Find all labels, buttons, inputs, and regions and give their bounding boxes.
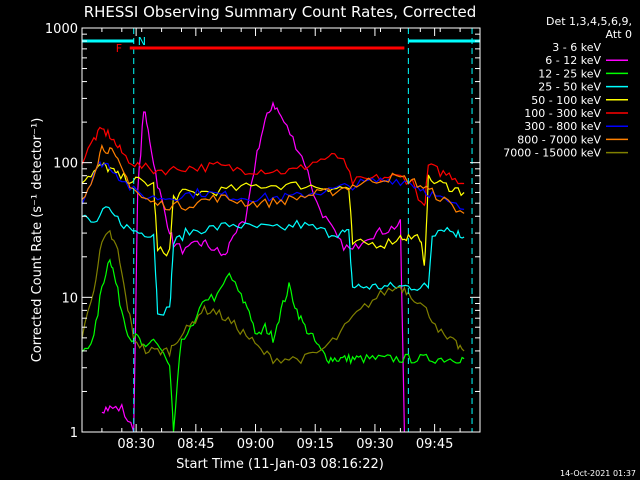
legend-header-line-1: Det 1,3,4,5,6,9,: [546, 15, 632, 28]
legend-header-line-2: Att 0: [606, 28, 632, 41]
y-tick-label: 1: [70, 426, 78, 441]
x-tick-label: 09:15: [296, 437, 333, 452]
series-line: [81, 126, 465, 207]
series-line: [133, 109, 405, 433]
x-tick-label: 08:45: [177, 437, 214, 452]
night-flag-label: N: [138, 35, 146, 48]
series-line: [81, 206, 465, 316]
legend-entry-label: 6 - 12 keV: [545, 54, 601, 67]
x-tick-label: 08:30: [117, 437, 154, 452]
legend-entry-label: 12 - 25 keV: [538, 67, 601, 80]
flare-flag-label: F: [116, 42, 122, 55]
y-tick-label: 100: [53, 157, 78, 172]
series-line: [81, 162, 465, 266]
legend-entry-label: 300 - 800 keV: [524, 120, 601, 133]
legend-entry-label: 50 - 100 keV: [531, 94, 601, 107]
x-tick-label: 09:30: [356, 437, 393, 452]
series-line: [81, 143, 465, 214]
footer-timestamp: 14-Oct-2021 01:37: [560, 469, 636, 478]
chart-title: RHESSI Observing Summary Count Rates, Co…: [84, 3, 477, 21]
x-tick-label: 09:00: [237, 437, 274, 452]
series-line: [81, 160, 465, 210]
y-tick-label: 10: [61, 291, 78, 306]
legend-entry-label: 100 - 300 keV: [524, 107, 601, 120]
legend-header: Det 1,3,4,5,6,9, Att 0: [546, 15, 632, 41]
series-line: [81, 258, 465, 433]
series-line: [81, 229, 465, 365]
legend-entry-label: 800 - 7000 keV: [517, 133, 601, 146]
legend-entry-label: 7000 - 15000 keV: [503, 147, 601, 160]
y-tick-label: 1000: [45, 22, 78, 37]
x-tick-label: 09:45: [416, 437, 453, 452]
series-line: [101, 100, 405, 433]
x-axis-label: Start Time (11-Jan-03 08:16:22): [176, 457, 384, 472]
y-axis-label: Corrected Count Rate (s⁻¹ detector⁻¹): [30, 118, 45, 363]
legend-entry-label: 3 - 6 keV: [552, 41, 601, 54]
legend-entry-label: 25 - 50 keV: [538, 81, 601, 94]
